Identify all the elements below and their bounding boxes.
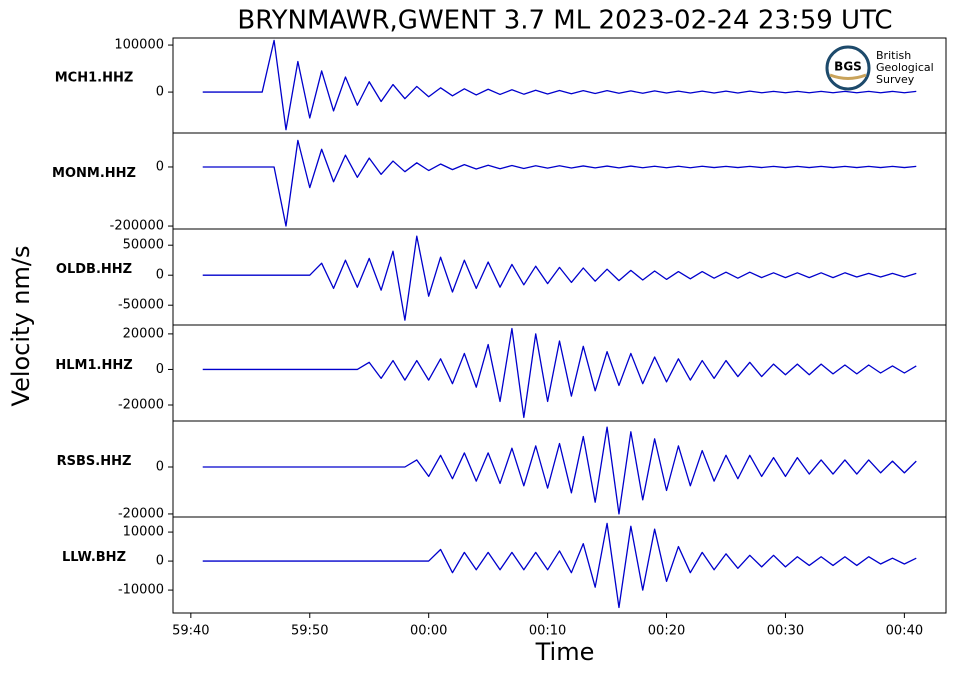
logo: BGS British Geological Survey — [825, 45, 934, 91]
station-label: OLDB.HHZ — [56, 262, 132, 277]
y-tick-label: 0 — [156, 85, 164, 100]
x-axis-label: Time — [535, 638, 595, 666]
panel-frame — [172, 324, 947, 422]
y-tick-label: 0 — [156, 159, 164, 174]
y-tick-label: -50000 — [118, 298, 164, 313]
x-tick-label: 00:40 — [886, 624, 923, 639]
y-tick-label: 0 — [156, 362, 164, 377]
y-tick-label: -20000 — [118, 506, 164, 521]
station-label: RSBS.HHZ — [57, 454, 132, 469]
x-tick-label: 59:40 — [172, 624, 209, 639]
station-label: MCH1.HHZ — [55, 70, 134, 85]
y-tick-label: 0 — [156, 460, 164, 475]
y-tick-label: -20000 — [118, 398, 164, 413]
station-label: MONM.HHZ — [52, 166, 136, 181]
x-tick-label: 00:10 — [529, 624, 566, 639]
chart-title: BRYNMAWR,GWENT 3.7 ML 2023-02-24 23:59 U… — [237, 6, 892, 36]
y-tick-label: 0 — [156, 554, 164, 569]
logo-mark: BGS — [834, 60, 862, 74]
waveform — [202, 39, 917, 131]
y-tick-label: 50000 — [123, 238, 164, 253]
y-tick-label: -200000 — [110, 219, 164, 234]
x-tick-label: 00:20 — [648, 624, 685, 639]
logo-text: British — [876, 49, 911, 62]
station-label: HLM1.HHZ — [55, 358, 132, 373]
waveform — [202, 139, 917, 227]
waveform — [202, 235, 917, 321]
panel-frame — [172, 516, 947, 614]
y-tick-label: -10000 — [118, 583, 164, 598]
y-tick-label: 20000 — [123, 326, 164, 341]
logo-text: Survey — [876, 73, 915, 86]
waveform — [202, 327, 917, 419]
x-tick-label: 59:50 — [291, 624, 328, 639]
y-tick-label: 0 — [156, 268, 164, 283]
waveform — [202, 522, 917, 609]
panel-frame — [172, 132, 947, 230]
panel-frame — [172, 420, 947, 518]
y-tick-label: 100000 — [114, 38, 164, 53]
x-tick-label: 00:00 — [410, 624, 447, 639]
logo-text: Geological — [876, 61, 934, 74]
panel-frame — [172, 37, 947, 134]
station-label: LLW.BHZ — [62, 550, 126, 565]
logo-wave — [829, 73, 867, 80]
y-axis-label: Velocity nm/s — [7, 246, 35, 407]
waveform — [202, 426, 917, 515]
x-tick-label: 00:30 — [767, 624, 804, 639]
y-tick-label: 10000 — [123, 525, 164, 540]
